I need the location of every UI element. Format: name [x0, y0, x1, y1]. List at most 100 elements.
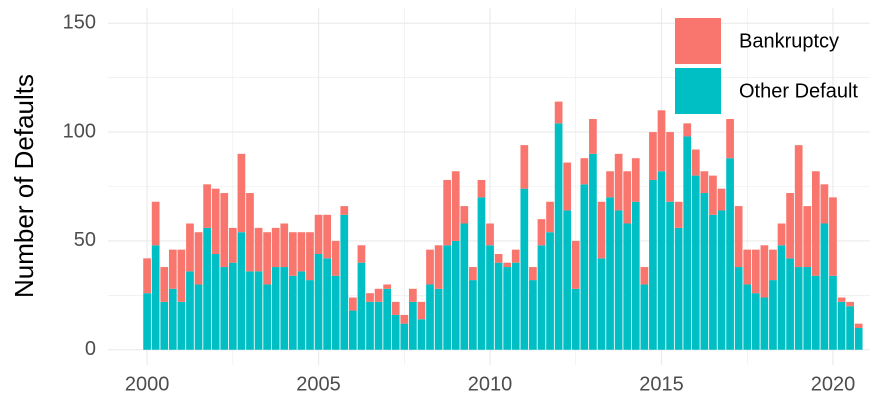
bar-segment	[709, 175, 717, 215]
bar-segment	[297, 232, 306, 272]
bar-segment	[237, 153, 246, 233]
bar-segment	[271, 227, 280, 268]
bar-segment	[717, 210, 726, 350]
bar-segment	[571, 288, 580, 350]
bar-segment	[486, 245, 494, 350]
bar-segment	[331, 275, 340, 350]
bar-segment	[400, 323, 409, 350]
bar-segment	[529, 280, 537, 350]
bar-segment	[331, 240, 340, 276]
bar-segment	[494, 253, 503, 263]
bar-segment	[211, 253, 220, 350]
bar-segment	[700, 193, 709, 350]
bar-segment	[597, 201, 606, 259]
bar-segment	[211, 188, 220, 254]
bar-segment	[726, 158, 734, 350]
bar-segment	[194, 284, 203, 350]
bar-segment	[168, 249, 177, 289]
bar-segment	[383, 288, 392, 350]
bar-segment	[469, 280, 477, 350]
y-tick-label: 150	[63, 12, 96, 34]
bar-segment	[460, 206, 469, 224]
bar-segment	[237, 232, 246, 350]
bar-segment	[760, 297, 769, 350]
bar-segment	[280, 223, 289, 268]
bar-segment	[674, 227, 683, 350]
bar-segment	[691, 149, 700, 176]
bar-segment	[254, 271, 263, 350]
x-tick-label: 2010	[468, 373, 513, 395]
bar-segment	[391, 314, 400, 350]
bar-segment	[640, 267, 649, 285]
bar-segment	[417, 301, 426, 320]
bar-segment	[640, 284, 649, 350]
bar-segment	[700, 171, 709, 194]
bar-segment	[160, 301, 169, 350]
bar-segment	[340, 214, 349, 350]
bar-segment	[203, 184, 211, 228]
bar-segment	[203, 227, 211, 350]
bar-segment	[794, 267, 803, 350]
bar-segment	[794, 145, 803, 268]
bar-segment	[597, 258, 606, 350]
bar-segment	[786, 258, 794, 350]
bar-segment	[511, 262, 520, 350]
y-tick-label: 0	[85, 338, 96, 360]
bar-segment	[726, 119, 734, 159]
y-tick-label: 100	[63, 120, 96, 142]
bar-segment	[228, 227, 237, 263]
bar-segment	[751, 293, 760, 350]
bar-segment	[426, 249, 434, 285]
bar-segment	[503, 267, 512, 350]
bar-segment	[246, 193, 254, 272]
legend-label: Bankruptcy	[739, 30, 839, 52]
bar-segment	[400, 314, 409, 324]
bar-segment	[820, 184, 829, 224]
bar-segment	[323, 258, 331, 350]
bar-segment	[194, 232, 203, 285]
bar-segment	[357, 245, 366, 263]
bar-segment	[314, 253, 323, 350]
bar-segment	[503, 262, 512, 268]
bar-segment	[803, 267, 812, 350]
bar-segment	[777, 223, 786, 246]
legend-label: Other Default	[739, 80, 858, 102]
bar-segment	[186, 223, 194, 272]
bar-segment	[160, 267, 169, 302]
x-tick-label: 2000	[125, 373, 170, 395]
bar-segment	[837, 301, 846, 350]
bar-segment	[811, 171, 820, 276]
bar-segment	[614, 210, 623, 350]
bar-segment	[323, 214, 331, 259]
bar-segment	[717, 188, 726, 211]
bar-segment	[614, 153, 623, 211]
bar-segment	[631, 158, 640, 202]
bar-segment	[246, 271, 254, 350]
bar-segment	[426, 284, 434, 350]
bar-segment	[477, 197, 486, 350]
bar-segment	[306, 232, 314, 281]
legend-key	[675, 68, 721, 114]
bar-segment	[177, 301, 186, 350]
bar-segment	[374, 301, 383, 350]
bar-segment	[443, 179, 452, 246]
bar-segment	[786, 193, 794, 259]
bar-segment	[537, 219, 546, 246]
legend-key	[675, 18, 721, 64]
bar-segment	[443, 245, 452, 350]
x-tick-label: 2015	[639, 373, 684, 395]
bar-segment	[666, 201, 674, 350]
bar-segment	[220, 193, 229, 268]
bar-segment	[837, 297, 846, 302]
bar-segment	[829, 197, 837, 276]
bar-segment	[254, 227, 263, 272]
bar-segment	[666, 132, 674, 202]
bar-segment	[820, 223, 829, 350]
bar-segment	[348, 310, 357, 350]
bar-segment	[168, 288, 177, 350]
bar-segment	[434, 245, 443, 289]
x-tick-label: 2020	[811, 373, 856, 395]
bar-segment	[623, 223, 632, 350]
bar-segment	[657, 110, 666, 172]
